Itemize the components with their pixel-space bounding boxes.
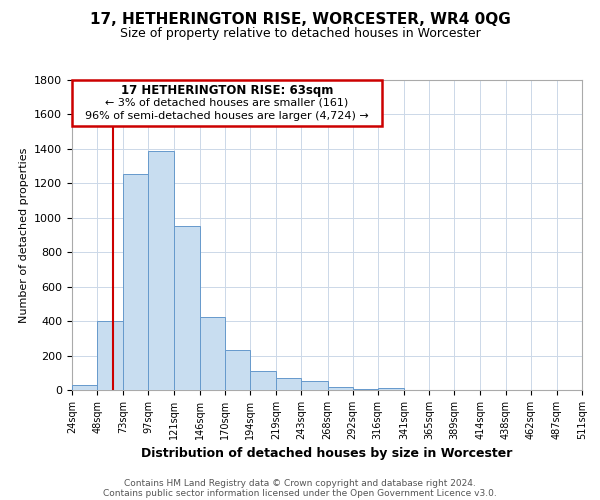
Text: Contains HM Land Registry data © Crown copyright and database right 2024.: Contains HM Land Registry data © Crown c…: [124, 478, 476, 488]
Y-axis label: Number of detached properties: Number of detached properties: [19, 148, 29, 322]
Text: Contains public sector information licensed under the Open Government Licence v3: Contains public sector information licen…: [103, 488, 497, 498]
Bar: [276, 378, 301, 390]
Bar: [200, 317, 225, 390]
FancyBboxPatch shape: [72, 80, 382, 126]
Bar: [353, 389, 378, 390]
Text: 17, HETHERINGTON RISE, WORCESTER, WR4 0QG: 17, HETHERINGTON RISE, WORCESTER, WR4 0Q…: [89, 12, 511, 28]
Text: 17 HETHERINGTON RISE: 63sqm: 17 HETHERINGTON RISE: 63sqm: [121, 84, 333, 96]
Bar: [328, 388, 353, 390]
Bar: [301, 382, 328, 390]
Bar: [250, 371, 276, 390]
X-axis label: Distribution of detached houses by size in Worcester: Distribution of detached houses by size …: [142, 448, 512, 460]
Bar: [148, 150, 173, 390]
Bar: [378, 388, 404, 390]
Bar: [225, 350, 250, 390]
Bar: [72, 385, 97, 390]
Text: 96% of semi-detached houses are larger (4,724) →: 96% of semi-detached houses are larger (…: [85, 110, 369, 120]
Bar: [97, 321, 124, 390]
Text: ← 3% of detached houses are smaller (161): ← 3% of detached houses are smaller (161…: [106, 98, 349, 108]
Bar: [124, 174, 148, 390]
Bar: [173, 226, 200, 390]
Text: Size of property relative to detached houses in Worcester: Size of property relative to detached ho…: [119, 28, 481, 40]
